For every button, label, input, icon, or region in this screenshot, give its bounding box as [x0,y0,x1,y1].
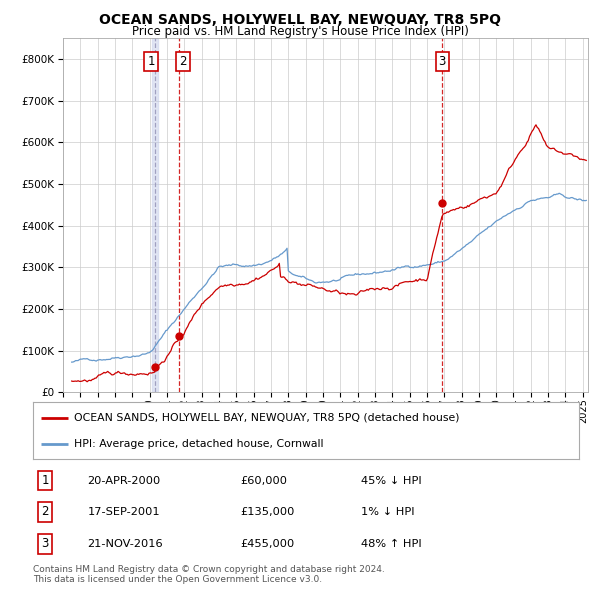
Text: 2: 2 [179,55,187,68]
Text: 3: 3 [41,537,49,550]
Text: Price paid vs. HM Land Registry's House Price Index (HPI): Price paid vs. HM Land Registry's House … [131,25,469,38]
Text: OCEAN SANDS, HOLYWELL BAY, NEWQUAY, TR8 5PQ (detached house): OCEAN SANDS, HOLYWELL BAY, NEWQUAY, TR8 … [74,412,460,422]
Text: 45% ↓ HPI: 45% ↓ HPI [361,476,421,486]
Bar [152,38,158,392]
Text: 48% ↑ HPI: 48% ↑ HPI [361,539,421,549]
Text: 1: 1 [147,55,155,68]
Text: £60,000: £60,000 [241,476,287,486]
Text: 1% ↓ HPI: 1% ↓ HPI [361,507,414,517]
Text: Contains HM Land Registry data © Crown copyright and database right 2024.: Contains HM Land Registry data © Crown c… [33,565,385,573]
Text: 17-SEP-2001: 17-SEP-2001 [88,507,160,517]
Text: 2: 2 [41,505,49,519]
Text: HPI: Average price, detached house, Cornwall: HPI: Average price, detached house, Corn… [74,439,323,449]
Text: OCEAN SANDS, HOLYWELL BAY, NEWQUAY, TR8 5PQ: OCEAN SANDS, HOLYWELL BAY, NEWQUAY, TR8 … [99,13,501,27]
Text: This data is licensed under the Open Government Licence v3.0.: This data is licensed under the Open Gov… [33,575,322,584]
Text: £455,000: £455,000 [241,539,295,549]
Text: 3: 3 [439,55,446,68]
Text: 1: 1 [41,474,49,487]
Text: 20-APR-2000: 20-APR-2000 [88,476,161,486]
Text: 21-NOV-2016: 21-NOV-2016 [88,539,163,549]
Text: £135,000: £135,000 [241,507,295,517]
